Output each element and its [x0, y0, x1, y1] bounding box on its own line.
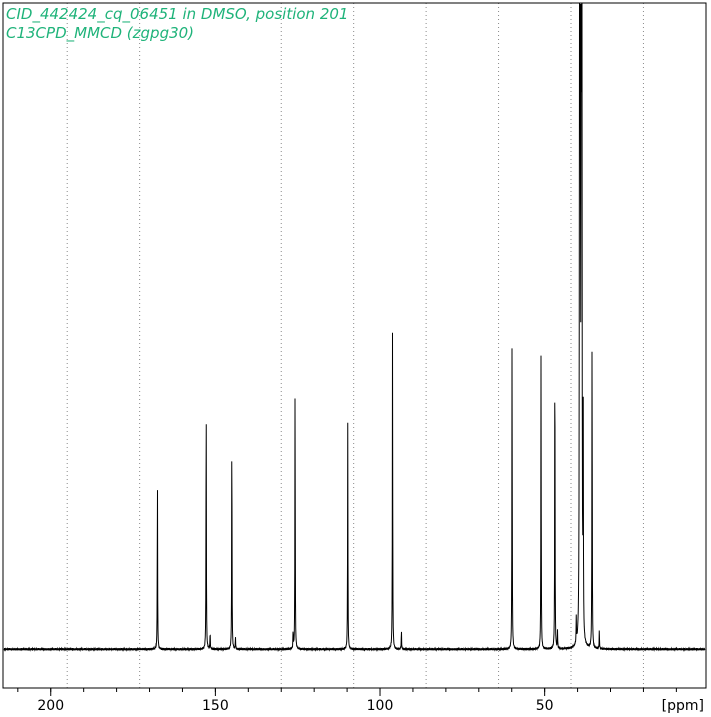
gridlines: [66, 3, 644, 688]
tick-label-100: 100: [367, 698, 394, 714]
plot-frame: [2, 2, 707, 689]
x-axis-label: [ppm]: [662, 698, 704, 714]
spectrum-title-line-2: C13CPD_MMCD (zgpg30): [6, 24, 195, 42]
tick-label-150: 150: [202, 698, 229, 714]
spectrum-title-line-1: CID_442424_cq_06451 in DMSO, position 20…: [6, 5, 349, 23]
tick-label-200: 200: [37, 698, 64, 714]
spectrum-trace: [3, 3, 706, 652]
tick-label-50: 50: [536, 698, 554, 714]
spectrum-trace-group: [3, 3, 706, 652]
x-axis: 200 150 100 50 [ppm]: [17, 688, 704, 714]
